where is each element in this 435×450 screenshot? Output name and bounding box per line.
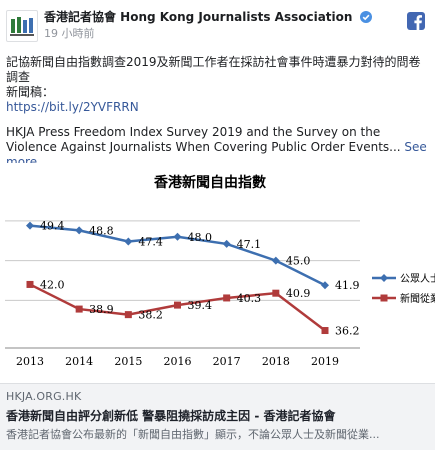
data-point — [271, 256, 280, 265]
post-timestamp[interactable]: 19 小時前 — [44, 27, 95, 40]
press-freedom-line-chart: 香港新聞自由指數 2013 2014 2015 2016 2017 2018 2019 49.4… — [5, 174, 435, 368]
link-preview-card[interactable]: HKJA.ORG.HK 香港新聞自由評分創新低 警暴阻撓採訪成主因 - 香港記者… — [0, 383, 435, 450]
data-label: 47.4 — [138, 236, 163, 249]
post-body: 記協新聞自由指數調查2019及新聞工作者在採訪社會事件時遭暴力對待的問卷 調查 … — [6, 55, 428, 170]
post-text-zh-line3: 新聞稿： — [6, 85, 55, 99]
x-tick-label: 2019 — [311, 355, 339, 368]
link-card-description: 香港記者協會公布最新的「新聞自由指數」顯示，不論公眾人士及新聞從業... — [6, 428, 380, 441]
legend-label: 公眾人士 — [400, 272, 435, 285]
data-label: 41.9 — [335, 279, 360, 292]
data-point — [321, 327, 329, 335]
x-tick-label: 2018 — [262, 355, 290, 368]
data-point — [272, 289, 280, 297]
data-point — [174, 301, 181, 309]
data-label: 48.0 — [188, 231, 213, 244]
legend-marker — [380, 274, 388, 282]
post-text-zh-line2: 調查 — [6, 70, 31, 84]
x-tick-label: 2017 — [213, 355, 241, 368]
page-avatar[interactable] — [6, 10, 38, 42]
chart-image[interactable]: 香港新聞自由指數 2013 2014 2015 2016 2017 2018 2019 49.4… — [0, 163, 435, 383]
x-tick-label: 2016 — [164, 355, 192, 368]
data-point — [124, 237, 133, 246]
post-text-zh-line1: 記協新聞自由指數調查2019及新聞工作者在採訪社會事件時遭暴力對待的問卷 — [6, 55, 421, 69]
data-point — [26, 221, 34, 230]
data-label: 38.2 — [138, 309, 163, 322]
post-text-en: HKJA Press Freedom Index Survey 2019 and… — [6, 125, 401, 154]
x-tick-label: 2015 — [114, 355, 142, 368]
data-point — [124, 311, 132, 319]
data-point — [321, 281, 329, 290]
x-tick-label: 2014 — [65, 355, 93, 368]
data-label: 45.0 — [286, 255, 311, 268]
data-label: 40.9 — [286, 287, 311, 300]
chart-title: 香港新聞自由指數 — [153, 174, 266, 191]
verified-badge-icon — [359, 11, 372, 23]
link-card-title[interactable]: 香港新聞自由評分創新低 警暴阻撓採訪成主因 - 香港記者協會 — [6, 409, 336, 423]
legend-label: 新聞從業員 — [400, 292, 435, 305]
data-point — [222, 239, 231, 248]
data-label: 36.2 — [335, 325, 360, 338]
data-label: 47.1 — [237, 238, 262, 251]
data-label: 48.8 — [89, 224, 114, 237]
data-point — [75, 226, 84, 235]
x-tick-label: 2013 — [16, 355, 44, 368]
link-card-domain: HKJA.ORG.HK — [6, 390, 82, 403]
data-label: 40.3 — [237, 292, 262, 305]
data-label: 49.4 — [40, 220, 65, 233]
data-point — [26, 280, 34, 288]
post-text-en-row: HKJA Press Freedom Index Survey 2019 and… — [6, 125, 428, 170]
hkja-logo-icon — [10, 17, 34, 36]
legend-marker — [380, 294, 388, 302]
page-name-row: 香港記者協會 Hong Kong Journalists Association — [44, 8, 372, 25]
post-header: 香港記者協會 Hong Kong Journalists Association… — [0, 0, 435, 44]
data-label: 42.0 — [40, 278, 65, 291]
page-name-link[interactable]: 香港記者協會 Hong Kong Journalists Association — [44, 10, 353, 24]
data-point — [75, 305, 83, 313]
data-label: 39.4 — [188, 299, 213, 312]
facebook-logo-icon[interactable] — [407, 12, 425, 30]
data-point — [223, 294, 231, 302]
data-point — [173, 232, 182, 241]
data-label: 38.9 — [89, 303, 114, 316]
press-release-link[interactable]: https://bit.ly/2YVFRRN — [6, 100, 139, 114]
